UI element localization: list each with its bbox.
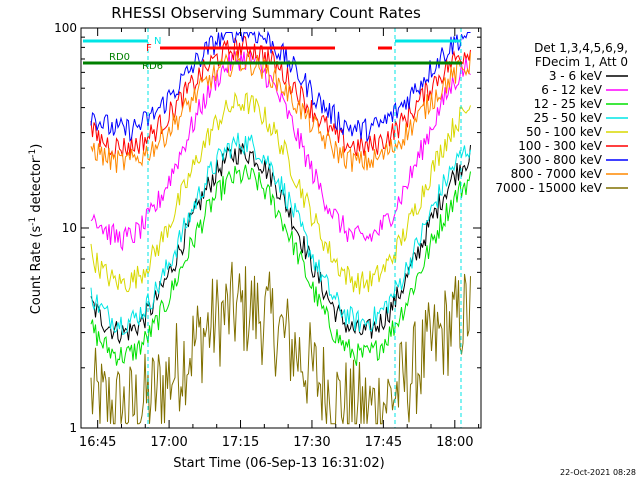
series-layer bbox=[90, 30, 471, 425]
legend-header-line2: FDecim 1, Att 0 bbox=[535, 55, 628, 69]
flag-layer: NF RD0 RD6 bbox=[83, 28, 462, 428]
series-line bbox=[90, 164, 471, 366]
series-line bbox=[90, 51, 471, 252]
x-tick-label: 18:00 bbox=[436, 435, 473, 450]
x-axis-label: Start Time (06-Sep-13 16:31:02) bbox=[173, 456, 384, 471]
series-line bbox=[90, 91, 471, 295]
flag-label: RD6 bbox=[142, 61, 163, 72]
x-tick-label: 16:45 bbox=[79, 435, 116, 450]
y-tick-label: 1 bbox=[69, 421, 77, 435]
legend-label: 300 - 800 keV bbox=[518, 153, 602, 167]
legend-label: 50 - 100 keV bbox=[526, 125, 603, 139]
chart-title: RHESSI Observing Summary Count Rates bbox=[111, 4, 421, 22]
flag-label: N bbox=[154, 36, 161, 47]
x-tick-label: 17:15 bbox=[222, 435, 259, 450]
legend-label: 7000 - 15000 keV bbox=[495, 181, 602, 195]
x-axis: 16:45 17:00 17:15 17:30 17:45 18:00 bbox=[79, 28, 480, 450]
x-tick-label: 17:00 bbox=[150, 435, 187, 450]
series-line bbox=[90, 261, 471, 425]
x-tick-label: 17:30 bbox=[293, 435, 330, 450]
y-tick-label: 10 bbox=[62, 221, 77, 235]
footer-timestamp: 22-Oct-2021 08:28 bbox=[560, 468, 636, 477]
legend-label: 3 - 6 keV bbox=[549, 69, 603, 83]
y-tick-label: 100 bbox=[54, 21, 77, 35]
series-line bbox=[90, 132, 471, 336]
series-line bbox=[90, 35, 471, 158]
x-tick-label: 17:45 bbox=[365, 435, 402, 450]
y-axis: 1 10 100 bbox=[54, 21, 481, 435]
y-axis-label: Count Rate (s-1 detector-1) bbox=[28, 144, 44, 315]
series-line bbox=[90, 51, 471, 173]
flag-label: F bbox=[146, 43, 152, 54]
series-line bbox=[90, 143, 471, 345]
legend-label: 6 - 12 keV bbox=[541, 83, 603, 97]
series-line bbox=[90, 30, 471, 143]
legend-label: 100 - 300 keV bbox=[518, 139, 602, 153]
legend-header-line1: Det 1,3,4,5,6,9, bbox=[534, 41, 628, 55]
flag-label: RD0 bbox=[109, 52, 130, 63]
legend-label: 800 - 7000 keV bbox=[511, 167, 603, 181]
legend-label: 12 - 25 keV bbox=[534, 97, 603, 111]
legend: Det 1,3,4,5,6,9, FDecim 1, Att 0 3 - 6 k… bbox=[495, 41, 628, 195]
legend-label: 25 - 50 keV bbox=[534, 111, 603, 125]
